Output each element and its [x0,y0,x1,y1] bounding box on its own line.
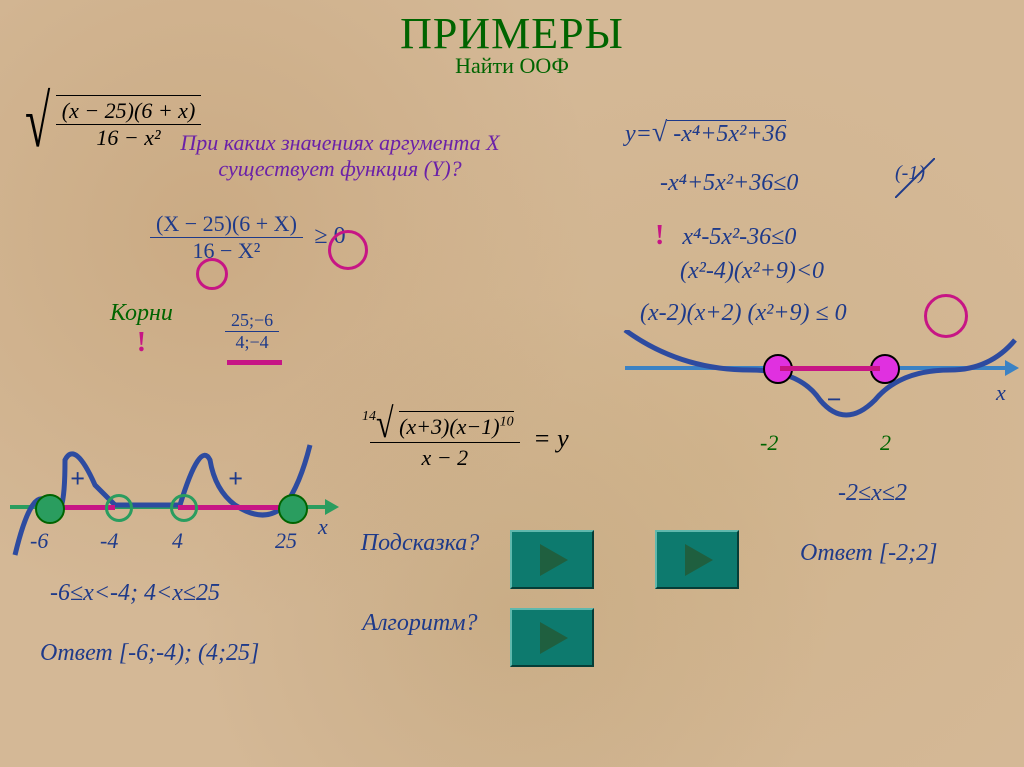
eq-right-3: ! x⁴-5x²-36≤0 [655,220,796,252]
roots-label: Корни ! [110,300,173,359]
answer-left: Ответ [-6;-4); (4;25] [40,640,259,667]
root-index: 14 [362,409,376,425]
answer-right: Ответ [-2;2] [800,540,937,567]
sign-minus-r: − [826,385,842,415]
tick-b: -4 [100,528,118,554]
roots-word: Корни [110,300,173,326]
expr-num: (x − 25)(6 + x) [56,98,202,125]
page-subtitle: Найти ООФ [0,53,1024,79]
tick-c: 4 [172,528,183,554]
x-label-right: x [996,380,1006,406]
circle-highlight-2 [196,258,228,290]
range-right: -2≤x≤2 [838,480,907,507]
range-left: -6≤x<-4; 4<x≤25 [50,580,220,607]
algo-label: Алгоритм? [355,610,485,637]
expression-middle: 14 √ (x+3)(x−1)10 x − 2 = y [370,405,569,473]
ineq-den: 16 − X² [150,238,303,264]
tick-r-a: -2 [760,430,778,456]
tick-a: -6 [30,528,48,554]
play-button-2[interactable] [510,608,594,667]
prompt-line1: При каких значениях аргумента X [130,130,550,156]
sign-plus-1: + [70,464,85,494]
ineq-num: (X − 25)(6 + X) [150,211,303,238]
roots-bang: ! [137,327,146,358]
tick-d: 25 [275,528,297,554]
mid-num: (x+3)(x−1) [399,414,500,439]
hint-label: Подсказка? [355,530,485,557]
roots-top: 25;−6 [225,310,279,332]
mid-pow: 10 [500,415,514,430]
eq3-text: x⁴-5x²-36≤0 [682,224,796,250]
page-title: ПРИМЕРЫ [0,0,1024,59]
dot-hollow-2 [170,494,198,522]
eq-right-4: (x²-4)(x²+9)<0 [680,258,824,285]
bang-right: ! [655,220,664,251]
roots-bot: 4;−4 [225,332,279,353]
segment-right [780,366,880,371]
play-icon [540,544,568,576]
play-icon [540,622,568,654]
roots-underline [227,360,282,365]
neg1-label: (-1) [895,162,925,185]
play-icon [685,544,713,576]
curve-right [620,330,1020,440]
prompt-line2: существует функция (Y)? [130,156,550,182]
eq-right-2: -x⁴+5x²+36≤0 [660,170,798,197]
dot-solid-2 [278,494,308,524]
play-button-1[interactable] [510,530,594,589]
prompt-text: При каких значениях аргумента X существу… [130,130,550,182]
dot-solid-1 [35,494,65,524]
mid-eq-y: = y [533,424,569,453]
circle-highlight-1 [328,230,368,270]
eq-right-1: y=√ -x⁴+5x²+36 [625,117,786,149]
sign-plus-2: + [228,464,243,494]
roots-fraction: 25;−6 4;−4 [225,310,279,353]
play-button-3[interactable] [655,530,739,589]
inequality-left: (X − 25)(6 + X) 16 − X² ≥ 0 [150,211,346,264]
tick-r-b: 2 [880,430,891,456]
eq-right-5: (x-2)(x+2) (x²+9) ≤ 0 [640,300,847,327]
dot-hollow-1 [105,494,133,522]
x-label-left: x [318,514,328,540]
